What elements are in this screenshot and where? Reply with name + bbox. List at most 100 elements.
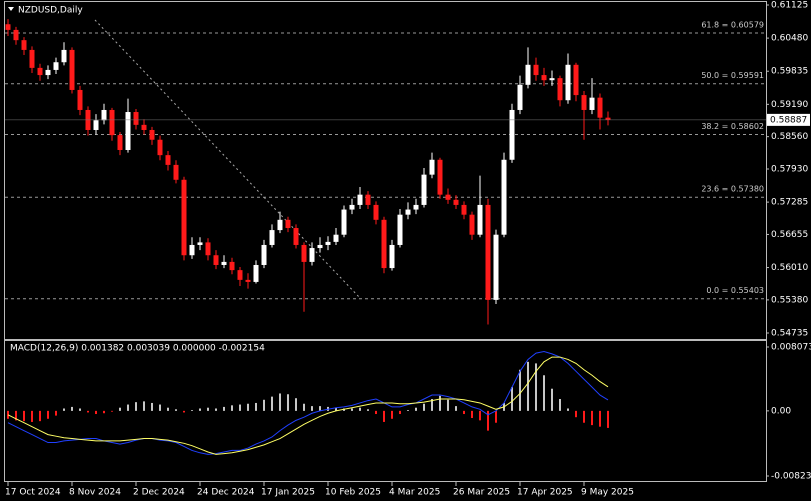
- candle-body: [549, 78, 555, 81]
- candle-body: [117, 135, 123, 151]
- histogram-bar: [143, 401, 145, 411]
- candle-body: [445, 194, 451, 200]
- histogram-bar: [583, 410, 585, 423]
- candle-body: [53, 62, 59, 70]
- x-tick-label: 4 Mar 2025: [389, 488, 440, 498]
- candle-body: [149, 129, 155, 140]
- candle-body: [77, 89, 83, 110]
- candle-body: [69, 49, 75, 90]
- candle-body: [373, 204, 379, 220]
- candle-body: [517, 84, 523, 110]
- histogram-bar: [383, 410, 385, 422]
- x-tick-label: 9 May 2025: [581, 488, 634, 498]
- y-tick-label: 0.60480: [771, 34, 808, 44]
- histogram-bar: [239, 404, 241, 411]
- candle-body: [573, 64, 579, 96]
- candle-body: [205, 242, 211, 256]
- candle-body: [197, 242, 203, 245]
- x-tick-label: 8 Nov 2024: [69, 488, 121, 498]
- histogram-bar: [311, 406, 313, 411]
- histogram-bar: [599, 410, 601, 427]
- main-panel: [4, 1, 767, 340]
- histogram-bar: [431, 399, 433, 411]
- y-tick-label: 0.00: [771, 406, 791, 416]
- candle-body: [285, 219, 291, 229]
- candle-body: [341, 209, 347, 235]
- candle-body: [477, 204, 483, 235]
- candle-body: [165, 155, 171, 165]
- histogram-bar: [95, 410, 97, 415]
- candle-body: [61, 49, 67, 63]
- histogram-bar: [79, 408, 81, 411]
- candle-body: [533, 64, 539, 76]
- macd-title: MACD(12,26,9) 0.001382 0.003039 0.000000…: [10, 344, 265, 354]
- candle-body: [405, 209, 411, 215]
- candle-body: [597, 97, 603, 118]
- last-price-box: [767, 113, 810, 126]
- histogram-bar: [255, 402, 257, 411]
- histogram-bar: [207, 407, 209, 411]
- candle-body: [213, 255, 219, 265]
- histogram-bar: [407, 410, 409, 411]
- histogram-bar: [367, 409, 369, 411]
- candle-body: [261, 244, 267, 265]
- candle-body: [469, 214, 475, 235]
- histogram-bar: [159, 404, 161, 411]
- histogram-bar: [511, 387, 513, 411]
- x-tick-label: 17 Oct 2024: [5, 488, 61, 498]
- candle-body: [389, 244, 395, 269]
- candle-body: [101, 109, 107, 121]
- candle-body: [357, 194, 363, 205]
- histogram-bar: [183, 410, 185, 413]
- x-tick-label: 10 Feb 2025: [325, 488, 381, 498]
- candle-body: [453, 199, 459, 205]
- histogram-bar: [519, 369, 521, 411]
- y-tick-label: 0.55380: [771, 295, 808, 305]
- y-tick-label: 0.61125: [771, 1, 808, 11]
- histogram-bar: [199, 408, 201, 411]
- candle-body: [333, 234, 339, 242]
- histogram-bar: [487, 410, 489, 431]
- histogram-bar: [47, 410, 49, 419]
- candle-body: [237, 270, 243, 280]
- last-price-label: 0.58887: [770, 115, 807, 125]
- histogram-bar: [351, 408, 353, 411]
- histogram-bar: [87, 410, 89, 413]
- x-tick-label: 2 Dec 2024: [133, 488, 185, 498]
- candle-body: [301, 244, 307, 262]
- histogram-bar: [287, 394, 289, 411]
- candle-body: [141, 124, 147, 130]
- candle-body: [397, 214, 403, 245]
- histogram-bar: [263, 399, 265, 411]
- y-tick-label: 0.56010: [771, 263, 808, 273]
- histogram-bar: [279, 393, 281, 411]
- menu-arrow[interactable]: [8, 7, 14, 11]
- candle-body: [565, 64, 571, 101]
- x-tick-label: 24 Dec 2024: [197, 488, 255, 498]
- candle-body: [253, 264, 259, 282]
- histogram-bar: [31, 410, 33, 422]
- histogram-bar: [607, 410, 609, 428]
- candle-body: [93, 120, 99, 130]
- macd-line: [7, 351, 609, 455]
- candle-body: [21, 40, 27, 50]
- candle-body: [45, 69, 51, 76]
- y-tick-label: 0.57285: [771, 198, 808, 208]
- histogram-bar: [151, 402, 153, 411]
- y-tick-label: 0.008073: [771, 343, 811, 353]
- candle-body: [277, 219, 283, 231]
- candle-body: [157, 139, 163, 156]
- macd-line: [7, 356, 609, 455]
- candle-body: [189, 244, 195, 256]
- candle-body: [589, 97, 595, 110]
- candle-body: [525, 64, 531, 85]
- candle-body: [29, 49, 35, 68]
- candle-body: [557, 78, 563, 101]
- y-tick-label: 0.54735: [771, 329, 808, 339]
- histogram-bar: [423, 403, 425, 411]
- histogram-bar: [391, 410, 393, 419]
- histogram-bar: [567, 408, 569, 411]
- histogram-bar: [39, 410, 41, 422]
- candle-body: [37, 67, 43, 76]
- candle-body: [365, 194, 371, 205]
